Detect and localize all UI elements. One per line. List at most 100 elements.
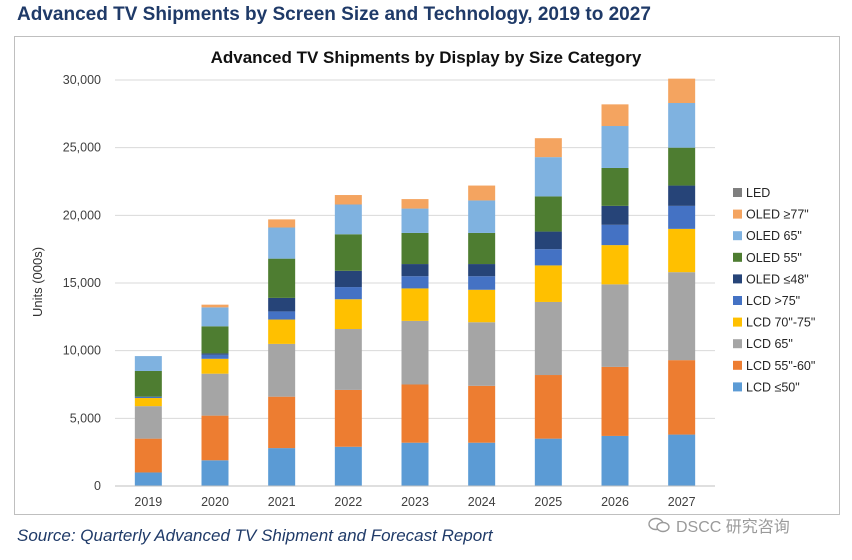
legend-label: OLED 55" <box>746 251 802 265</box>
bar-segment <box>668 103 696 148</box>
x-tick-label: 2026 <box>601 495 629 509</box>
bar-segment <box>468 232 496 265</box>
x-tick-label: 2025 <box>534 495 562 509</box>
bar-segment <box>668 228 696 273</box>
bar-segment <box>201 358 229 374</box>
legend-label: LED <box>746 186 770 200</box>
bar-segment <box>334 446 362 486</box>
legend-label: LCD 70"-75" <box>746 316 815 330</box>
bar-segment <box>601 104 629 127</box>
legend-swatch <box>733 209 742 219</box>
legend-label: OLED 65" <box>746 229 802 243</box>
bar-segment <box>668 185 696 206</box>
bar-segment <box>534 301 562 376</box>
bar-segment <box>401 264 429 277</box>
bar-segment <box>601 126 629 168</box>
bar-segment <box>134 396 162 399</box>
bar-segment <box>401 384 429 443</box>
x-tick-label: 2023 <box>401 495 429 509</box>
bar-segment <box>134 356 162 371</box>
bar-segment <box>134 370 162 397</box>
y-tick-label: 10,000 <box>63 344 101 358</box>
bar-segment <box>334 204 362 235</box>
legend-swatch <box>733 296 742 305</box>
bar-segment <box>534 249 562 266</box>
watermark-text: DSCC 研究咨询 <box>676 519 790 536</box>
bar-segment <box>601 284 629 367</box>
legend-swatch <box>733 360 742 370</box>
bar-segment <box>268 297 296 312</box>
bar-segment <box>268 319 296 344</box>
bar-segment <box>601 205 629 225</box>
bar-segment <box>201 353 229 355</box>
bar-segment <box>401 199 429 209</box>
bar-segment <box>468 276 496 290</box>
bar-segment <box>334 270 362 288</box>
bar-segment <box>334 389 362 447</box>
bar-segment <box>468 322 496 386</box>
bar-segment <box>668 272 696 361</box>
bar-segment <box>201 326 229 354</box>
watermark: DSCC 研究咨询 <box>648 513 790 537</box>
bar-segment <box>668 434 696 486</box>
bar-segment <box>468 264 496 277</box>
legend-swatch <box>733 252 742 262</box>
x-tick-label: 2022 <box>334 495 362 509</box>
bar-segment <box>668 78 696 104</box>
bar-segment <box>601 366 629 436</box>
legend-swatch <box>733 382 742 392</box>
bar-segment <box>401 320 429 385</box>
bar-segment <box>468 385 496 443</box>
bar-segment <box>668 360 696 435</box>
bar-segment <box>468 289 496 323</box>
x-tick-label: 2021 <box>268 495 296 509</box>
bar-segment <box>201 354 229 359</box>
page-title: Advanced TV Shipments by Screen Size and… <box>17 4 651 25</box>
axes: 0 5,000 10,000 15,000 20,000 25,000 30,000 2019… <box>63 73 715 509</box>
bar-segment <box>601 224 629 246</box>
bar-segment <box>134 438 162 473</box>
bar-segment <box>268 396 296 449</box>
bar-segment <box>601 435 629 486</box>
x-tick-label: 2024 <box>468 495 496 509</box>
y-tick-label: 0 <box>94 479 101 493</box>
bar-segment <box>668 147 696 186</box>
bar-segment <box>134 398 162 407</box>
bar-segment <box>268 219 296 228</box>
bar-segment <box>134 406 162 439</box>
bar-segment <box>534 138 562 158</box>
bar-segment <box>401 288 429 321</box>
x-tick-label: 2027 <box>668 495 696 509</box>
chart-title: Advanced TV Shipments by Display by Size… <box>211 48 642 67</box>
bar-segment <box>668 205 696 229</box>
bar-segment <box>268 258 296 298</box>
bar-segment <box>268 227 296 259</box>
bar-segment <box>201 304 229 308</box>
bar-segment <box>534 375 562 439</box>
bar-segment <box>334 329 362 390</box>
x-tick-label: 2019 <box>134 495 162 509</box>
legend-swatch <box>733 274 742 284</box>
bar-segment <box>534 231 562 250</box>
bar-segment <box>334 195 362 205</box>
legend-label: OLED ≥77" <box>746 208 809 222</box>
bars <box>134 78 696 486</box>
bar-segment <box>468 200 496 233</box>
bar-segment <box>534 265 562 302</box>
bar-segment <box>201 415 229 461</box>
bar-segment <box>401 276 429 289</box>
source-note: Source: Quarterly Advanced TV Shipment a… <box>17 526 493 545</box>
bar-segment <box>534 438 562 486</box>
y-axis-label: Units (000s) <box>30 247 45 317</box>
legend-label: LCD ≤50" <box>746 380 800 394</box>
bar-segment <box>534 196 562 232</box>
wechat-icon <box>648 517 670 533</box>
bar-segment <box>601 167 629 206</box>
bar-segment <box>468 442 496 486</box>
bar-segment <box>334 287 362 300</box>
legend-swatch <box>733 339 742 349</box>
bar-segment <box>468 185 496 201</box>
bar-segment <box>334 234 362 271</box>
bar-segment <box>134 472 162 486</box>
